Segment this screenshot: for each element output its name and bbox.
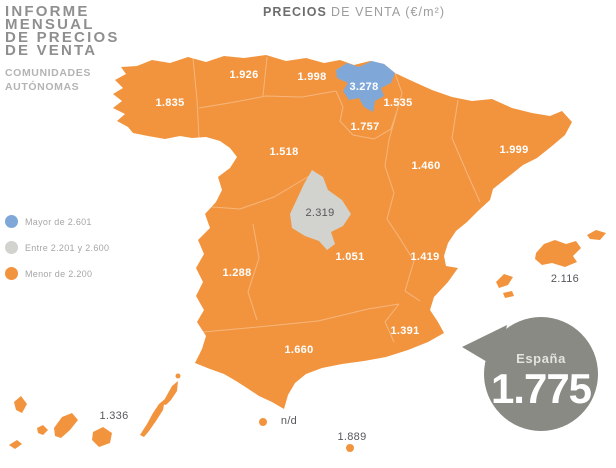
island-la-gomera bbox=[37, 425, 48, 435]
legend-label: Entre 2.201 y 2.600 bbox=[25, 242, 110, 253]
island-la-graciosa bbox=[175, 373, 181, 379]
region-pais-vasco bbox=[336, 61, 395, 112]
map-label-ceuta: n/d bbox=[280, 415, 298, 427]
espana-badge-circle bbox=[484, 317, 598, 431]
map-label-castilla-la-mancha: 1.051 bbox=[335, 251, 365, 263]
map-label-pais-vasco: 3.278 bbox=[349, 81, 379, 93]
title-line: DE PRECIOS bbox=[5, 29, 120, 46]
legend-item-entre: Entre 2.201 y 2.600 bbox=[5, 241, 109, 254]
espana-badge-label: España bbox=[516, 351, 566, 366]
title-line: INFORME bbox=[5, 3, 90, 20]
map-label-cantabria: 1.998 bbox=[297, 71, 327, 83]
map-label-comunidad-valenciana: 1.419 bbox=[410, 251, 440, 263]
subtitle-line: AUTÓNOMAS bbox=[5, 81, 80, 93]
espana-badge-value: 1.775 bbox=[490, 365, 592, 412]
map-label-murcia: 1.391 bbox=[390, 325, 420, 337]
map-header: PRECIOS DE VENTA (€/m²) bbox=[263, 5, 445, 19]
island-el-hierro bbox=[9, 440, 22, 449]
island-gran-canaria bbox=[92, 427, 112, 447]
title-line: MENSUAL bbox=[5, 16, 95, 33]
map-label-baleares: 2.116 bbox=[550, 273, 580, 285]
map-label-castilla-y-leon: 1.518 bbox=[269, 146, 299, 158]
region-peninsula bbox=[113, 55, 572, 409]
island-formentera bbox=[503, 291, 514, 298]
map-label-canarias: 1.336 bbox=[99, 410, 129, 422]
map-label-andalucia: 1.660 bbox=[284, 344, 314, 356]
map-label-aragon: 1.460 bbox=[411, 160, 441, 172]
map-header-emphasis: PRECIOS bbox=[263, 5, 327, 19]
island-mallorca bbox=[535, 240, 581, 267]
gray-dot-icon bbox=[5, 241, 18, 254]
island-ibiza bbox=[496, 274, 513, 288]
subtitle-line: COMUNIDADES bbox=[5, 67, 91, 79]
region-borders bbox=[192, 56, 481, 343]
orange-dot-icon bbox=[5, 267, 18, 280]
region-melilla-dot bbox=[346, 444, 354, 452]
island-lanzarote bbox=[162, 381, 178, 405]
legend-label: Menor de 2.200 bbox=[25, 268, 93, 279]
legend-label: Mayor de 2.601 bbox=[25, 216, 92, 227]
espana-badge: España 1.775 bbox=[483, 351, 599, 411]
island-fuerteventura bbox=[140, 399, 165, 437]
map-label-galicia: 1.835 bbox=[155, 97, 185, 109]
map-label-melilla: 1.889 bbox=[337, 431, 367, 443]
legend-item-menor: Menor de 2.200 bbox=[5, 267, 109, 280]
title-line: DE VENTA bbox=[5, 42, 98, 59]
report-subtitle: COMUNIDADES AUTÓNOMAS bbox=[5, 66, 120, 94]
report-title: INFORME MENSUAL DE PRECIOS DE VENTA COMU… bbox=[5, 3, 120, 94]
blue-dot-icon bbox=[5, 215, 18, 228]
region-ceuta-dot bbox=[259, 418, 267, 426]
region-madrid bbox=[290, 170, 351, 250]
map-label-extremadura: 1.288 bbox=[222, 267, 252, 279]
map-label-la-rioja: 1.757 bbox=[350, 121, 380, 133]
price-legend: Mayor de 2.601 Entre 2.201 y 2.600 Menor… bbox=[5, 215, 109, 280]
map-label-asturias: 1.926 bbox=[229, 69, 259, 81]
map-label-cataluna: 1.999 bbox=[499, 144, 529, 156]
map-label-madrid: 2.319 bbox=[305, 207, 335, 219]
island-tenerife bbox=[54, 413, 78, 438]
map-header-rest: DE VENTA (€/m²) bbox=[330, 5, 446, 19]
island-la-palma bbox=[14, 396, 27, 413]
map-label-navarra: 1.535 bbox=[383, 97, 413, 109]
island-menorca bbox=[587, 230, 606, 240]
legend-item-mayor: Mayor de 2.601 bbox=[5, 215, 109, 228]
